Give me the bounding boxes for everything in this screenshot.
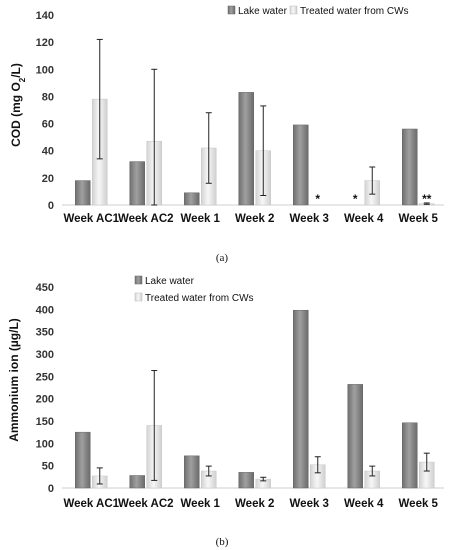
legend-label: Lake water [145,276,195,287]
legend-swatch [134,292,143,302]
bar-lake-water [238,92,254,206]
y-tick-label: 60 [42,119,54,131]
error-bar [314,456,321,474]
x-category-label: Week 3 [290,213,329,225]
legend-swatch [289,5,298,15]
y-axis-label-b: Ammonium ion (µg/L) [7,318,21,442]
bar-lake-water [129,475,145,489]
significance-mark: ** [422,192,432,206]
bar-lake-water [293,124,309,206]
error-bar [205,112,212,184]
x-category-label: Week 4 [344,498,384,510]
x-category-label: Week AC1 [63,498,119,510]
caption-a: (a) [216,252,229,264]
bar-lake-water [402,128,418,206]
legend-b: Lake water Treated water from CWs [134,275,254,304]
x-category-label: Week 2 [235,498,274,510]
y-tick-label: 150 [36,416,54,428]
error-bar [96,467,103,485]
svg-text:Ammonium ion (µg/L): Ammonium ion (µg/L) [7,318,21,442]
y-tick-label: 350 [36,327,54,339]
y-tick-label: 0 [48,200,54,212]
error-bar [369,465,376,477]
error-bar [96,38,103,160]
y-tick-label: 100 [36,438,54,450]
error-bar [423,452,430,472]
y-tick-label: 140 [36,10,54,22]
y-tick-label: 300 [36,349,54,361]
x-category-label: Week 5 [399,498,439,510]
svg-text:COD (mg O2/L): COD (mg O2/L) [9,63,27,147]
legend-item-lake-water: Lake water [227,5,288,17]
legend-label: Lake water [238,6,288,17]
error-bar [205,465,212,477]
x-category-label: Week 1 [181,498,221,510]
significance-mark: * [315,192,320,206]
legend-swatch [134,275,143,285]
bar-lake-water [402,422,418,489]
y-tick-label: 400 [36,304,54,316]
y-ticks-b: 0 50 100 150 200 250 300 350 400 450 [36,282,54,495]
x-category-label: Week AC1 [63,213,119,225]
significance-marks-a: * * ** [315,192,431,206]
legend-a: Lake water Treated water from CWs [227,5,409,17]
bar-lake-water [184,455,200,489]
error-bar [260,476,267,482]
y-tick-label: 0 [48,483,54,495]
bar-lake-water [75,431,91,489]
x-category-label: Week 5 [399,213,439,225]
y-tick-label: 40 [42,146,54,158]
error-bar [423,202,430,205]
y-tick-label: 200 [36,394,54,406]
x-category-label: Week AC2 [118,498,174,510]
y-axis-label-a: COD (mg O2/L) [9,63,27,147]
bar-lake-water [75,180,91,206]
y-ticks-a: 0 20 40 60 80 100 120 140 [36,10,54,212]
x-category-label: Week AC2 [118,213,174,225]
error-bar [151,370,158,481]
bars-a [62,38,444,206]
chart-panel-b: Ammonium ion (µg/L) 0 50 100 150 200 250 300 35… [7,275,444,548]
legend-item-treated-water: Treated water from CWs [289,5,409,17]
y-tick-label: 450 [36,282,54,294]
bar-lake-water [293,309,309,489]
bar-lake-water [347,384,363,489]
x-category-label: Week 3 [290,498,329,510]
bar-lake-water [129,161,145,206]
bars-b [62,309,444,489]
legend-item-lake-water: Lake water [134,275,195,287]
y-tick-label: 250 [36,371,54,383]
error-bar [260,105,267,196]
legend-swatch [227,5,236,15]
x-category-label: Week 1 [181,213,221,225]
legend-item-treated-water: Treated water from CWs [134,292,254,304]
x-category-label: Week 4 [344,213,384,225]
error-bar [369,166,376,195]
bar-lake-water [184,192,200,206]
y-tick-label: 80 [42,91,54,103]
bar-lake-water [238,472,254,489]
significance-mark: * [353,192,358,206]
y-tick-label: 120 [36,37,54,49]
chart-panel-a: COD (mg O2/L) 0 20 40 60 80 100 120 140 Week AC… [9,5,444,264]
y-tick-label: 20 [42,173,54,185]
legend-label: Treated water from CWs [145,293,254,304]
x-category-label: Week 2 [235,213,274,225]
caption-b: (b) [216,536,229,548]
legend-label: Treated water from CWs [300,6,409,17]
y-tick-label: 50 [42,461,54,473]
y-tick-label: 100 [36,64,54,76]
error-bar [151,68,158,206]
